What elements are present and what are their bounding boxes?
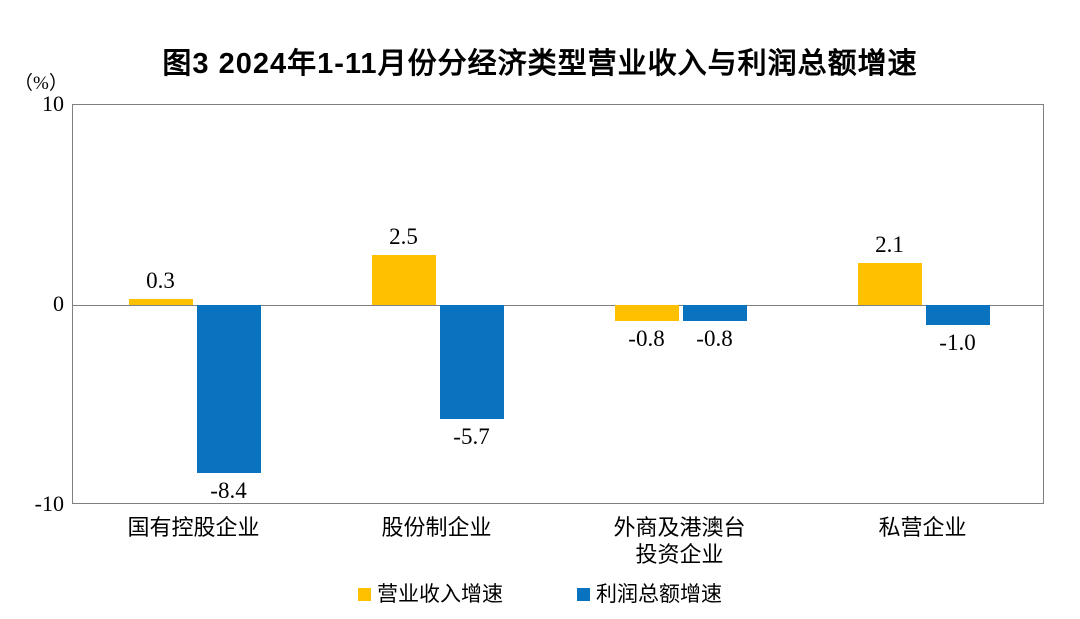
x-category-label-line: 投资企业 — [635, 542, 724, 567]
legend-label: 利润总额增速 — [596, 582, 722, 606]
value-label: 2.1 — [875, 232, 904, 257]
value-label: -5.7 — [453, 424, 490, 449]
bar-利润总额增速-股份制企业 — [439, 305, 504, 419]
value-label: 2.5 — [389, 224, 418, 249]
x-category-label-line: 股份制企业 — [381, 515, 492, 540]
value-label: -8.4 — [210, 478, 247, 503]
bar-利润总额增速-国有控股企业 — [196, 305, 261, 473]
legend-swatch-icon — [577, 587, 590, 601]
x-category-label: 外商及港澳台 投资企业 — [558, 514, 801, 568]
zero-baseline — [73, 304, 1043, 306]
plot-area: 0.3 2.5 -0.8 2.1 -8.4 -5.7 -0.8 -1.0 — [72, 104, 1044, 504]
x-category-label-line: 外商及港澳台 — [613, 515, 746, 540]
x-category-label: 私营企业 — [801, 514, 1044, 541]
legend-item: 营业收入增速 — [358, 582, 503, 606]
legend: 营业收入增速 利润总额增速 — [0, 582, 1080, 606]
y-tick-label: -10 — [34, 491, 64, 516]
y-tick-label: 10 — [42, 91, 64, 116]
x-category-label: 国有控股企业 — [72, 514, 315, 541]
value-label: -1.0 — [939, 330, 976, 355]
bar-营业收入增速-私营企业 — [857, 263, 922, 305]
value-label: -0.8 — [628, 326, 665, 351]
y-axis-unit-label: （%） — [14, 73, 68, 94]
bar-利润总额增速-外商及港澳台投资企业 — [682, 305, 747, 321]
bar-营业收入增速-股份制企业 — [371, 255, 436, 305]
x-category-label-line: 私营企业 — [878, 515, 967, 540]
x-axis-labels: 国有控股企业 股份制企业 外商及港澳台 投资企业 私营企业 — [72, 514, 1044, 572]
legend-item: 利润总额增速 — [577, 582, 722, 606]
bar-利润总额增速-私营企业 — [925, 305, 990, 325]
x-category-label: 股份制企业 — [315, 514, 558, 541]
value-label: 0.3 — [146, 268, 175, 293]
x-category-label-line: 国有控股企业 — [127, 515, 260, 540]
legend-swatch-icon — [358, 587, 371, 601]
bar-营业收入增速-国有控股企业 — [128, 299, 193, 305]
legend-label: 营业收入增速 — [377, 582, 503, 606]
bar-营业收入增速-外商及港澳台投资企业 — [614, 305, 679, 321]
chart-title: 图3 2024年1-11月份分经济类型营业收入与利润总额增速 — [162, 48, 918, 80]
y-tick-label: 0 — [53, 291, 64, 316]
value-label: -0.8 — [696, 326, 733, 351]
